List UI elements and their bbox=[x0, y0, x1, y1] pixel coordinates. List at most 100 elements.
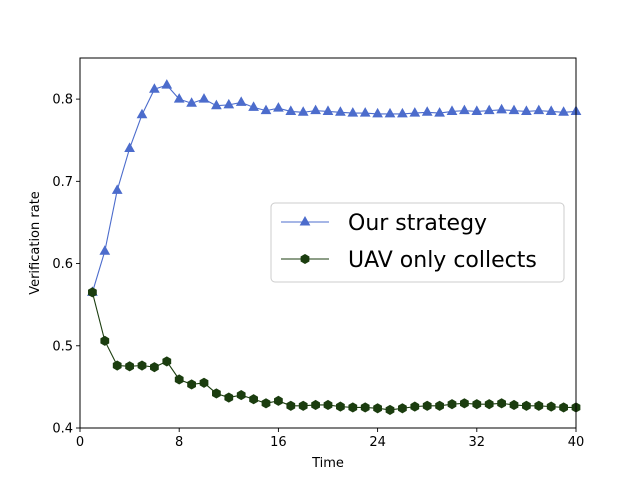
data-point bbox=[111, 184, 123, 194]
legend-label: UAV only collects bbox=[348, 248, 537, 273]
data-point bbox=[297, 106, 309, 116]
data-point bbox=[162, 356, 172, 367]
data-point bbox=[359, 107, 371, 117]
data-point bbox=[409, 107, 421, 117]
data-point bbox=[199, 377, 209, 388]
y-axis-title: Verification rate bbox=[28, 191, 43, 295]
data-point bbox=[248, 101, 259, 111]
data-point bbox=[211, 99, 222, 110]
data-point bbox=[187, 379, 196, 390]
data-point bbox=[274, 395, 283, 406]
x-tick-label: 0 bbox=[76, 435, 84, 450]
series-line bbox=[91, 84, 577, 293]
data-point bbox=[421, 106, 433, 116]
data-point bbox=[483, 104, 495, 115]
data-point bbox=[360, 402, 370, 413]
data-point bbox=[410, 401, 420, 412]
data-point bbox=[223, 98, 235, 109]
data-point bbox=[533, 104, 545, 115]
data-point bbox=[298, 400, 308, 411]
data-point bbox=[273, 102, 284, 112]
data-point bbox=[224, 392, 234, 403]
legend-item: UAV only collects bbox=[281, 248, 537, 273]
series-1 bbox=[87, 79, 582, 296]
data-point bbox=[186, 97, 197, 107]
legend-items: Our strategy UAV only collects bbox=[281, 211, 537, 273]
data-point bbox=[261, 398, 271, 409]
data-point bbox=[149, 83, 160, 93]
data-point bbox=[422, 400, 432, 411]
data-point bbox=[286, 400, 296, 411]
y-tick-label: 0.5 bbox=[52, 339, 73, 354]
x-tick-label: 8 bbox=[175, 435, 183, 450]
data-point bbox=[372, 107, 383, 118]
x-tick-label: 24 bbox=[369, 435, 386, 450]
data-point bbox=[459, 104, 470, 115]
data-point bbox=[545, 105, 557, 115]
data-point bbox=[385, 404, 395, 415]
data-point bbox=[434, 107, 445, 117]
data-point bbox=[472, 399, 482, 410]
data-point bbox=[336, 401, 345, 412]
y-tick-label: 0.4 bbox=[52, 422, 73, 437]
legend-item: Our strategy bbox=[281, 211, 487, 236]
data-point bbox=[323, 399, 333, 411]
series-layer bbox=[87, 79, 582, 415]
ticks-layer: 0 8 16 24 32 40 0.4 0.5 0.6 0.7 0.8 bbox=[52, 93, 584, 450]
data-point bbox=[310, 104, 321, 115]
data-point bbox=[174, 374, 184, 385]
y-tick-label: 0.8 bbox=[52, 93, 73, 108]
data-point bbox=[150, 362, 159, 373]
data-point bbox=[447, 399, 457, 410]
x-tick-label: 40 bbox=[568, 435, 585, 450]
data-point bbox=[88, 287, 97, 298]
data-point bbox=[125, 361, 134, 372]
data-point bbox=[249, 394, 258, 405]
data-point bbox=[534, 400, 544, 411]
data-point bbox=[173, 93, 185, 103]
data-point bbox=[522, 400, 531, 411]
legend-box bbox=[270, 202, 565, 283]
data-point bbox=[508, 104, 520, 115]
data-point bbox=[460, 398, 469, 409]
data-point bbox=[496, 103, 507, 114]
series-line bbox=[91, 292, 576, 411]
data-point bbox=[484, 399, 494, 410]
series-2 bbox=[88, 287, 581, 415]
data-point bbox=[212, 388, 221, 399]
x-tick-label: 32 bbox=[469, 435, 486, 450]
data-point bbox=[558, 106, 569, 116]
data-point bbox=[384, 107, 396, 118]
data-point bbox=[435, 400, 444, 411]
legend-marker bbox=[299, 215, 311, 226]
data-point bbox=[509, 399, 519, 411]
data-point bbox=[521, 105, 532, 115]
data-point bbox=[100, 335, 110, 346]
y-tick-label: 0.6 bbox=[52, 257, 73, 272]
data-point bbox=[137, 360, 147, 371]
data-point bbox=[136, 108, 148, 119]
data-point bbox=[446, 105, 458, 115]
data-point bbox=[198, 93, 210, 103]
data-point bbox=[112, 360, 122, 371]
data-point bbox=[398, 403, 407, 414]
legend-marker bbox=[300, 253, 310, 265]
data-point bbox=[260, 104, 272, 115]
data-point bbox=[471, 105, 483, 115]
data-point bbox=[497, 398, 506, 409]
data-point bbox=[397, 107, 408, 118]
data-point bbox=[285, 105, 297, 115]
data-point bbox=[311, 399, 320, 411]
x-axis-title: Time bbox=[311, 456, 344, 471]
data-point bbox=[373, 403, 382, 414]
data-point bbox=[559, 402, 568, 413]
axes-layer bbox=[79, 57, 577, 429]
data-point bbox=[348, 402, 358, 413]
axes-frame bbox=[79, 57, 577, 429]
data-point bbox=[99, 245, 111, 255]
data-point bbox=[335, 106, 346, 116]
x-tick-label: 16 bbox=[270, 435, 287, 450]
data-point bbox=[322, 105, 334, 115]
data-point bbox=[347, 107, 359, 117]
